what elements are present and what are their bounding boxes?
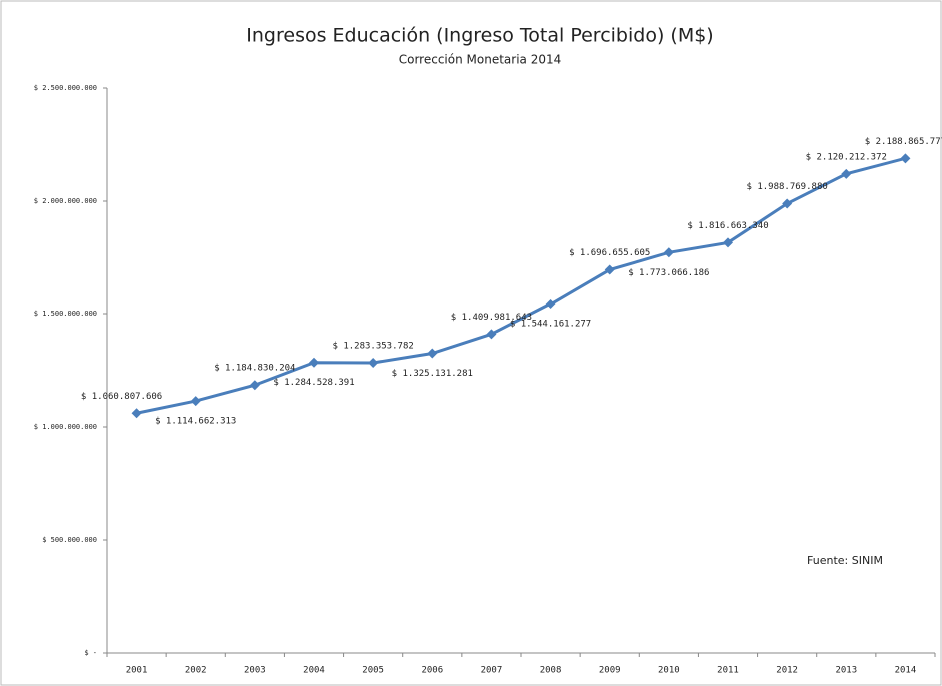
data-label: $ 1.114.662.313: [155, 417, 236, 427]
data-label: $ 1.988.769.880: [747, 182, 828, 192]
data-point: [604, 264, 615, 275]
data-label: $ 1.284.528.391: [273, 378, 354, 388]
x-tick-label: 2014: [895, 666, 917, 676]
x-tick-label: 2007: [481, 666, 503, 676]
data-label: $ 1.060.807.606: [81, 392, 162, 402]
data-point: [723, 237, 733, 248]
data-label: $ 1.184.830.204: [214, 364, 295, 374]
x-tick-label: 2004: [303, 666, 325, 676]
data-point: [249, 380, 260, 391]
data-label: $ 1.773.066.186: [628, 268, 709, 278]
y-tick-label: $ -: [84, 649, 97, 657]
data-point: [309, 357, 319, 368]
y-tick-label: $ 500.000.000: [42, 536, 97, 544]
x-tick-label: 2013: [835, 666, 857, 676]
y-tick-label: $ 1.500.000.000: [34, 310, 97, 318]
y-tick-label: $ 1.000.000.000: [34, 423, 97, 431]
x-tick-label: 2001: [126, 666, 148, 676]
data-label: $ 1.816.663.340: [687, 221, 768, 231]
data-point: [663, 247, 674, 258]
data-label: $ 2.188.865.777: [865, 137, 942, 147]
data-point: [427, 348, 438, 359]
data-point: [190, 396, 201, 407]
data-point: [545, 299, 556, 310]
data-label: $ 1.409.981.643: [451, 313, 532, 323]
x-tick-label: 2003: [244, 666, 266, 676]
x-tick-label: 2002: [185, 666, 207, 676]
data-label: $ 1.325.131.281: [392, 369, 473, 379]
data-point: [841, 168, 852, 179]
x-tick-label: 2008: [540, 666, 562, 676]
data-label: $ 1.696.655.605: [569, 248, 650, 258]
x-tick-label: 2010: [658, 666, 680, 676]
data-point: [900, 153, 911, 164]
y-tick-label: $ 2.500.000.000: [34, 84, 97, 92]
data-label: $ 2.120.212.372: [806, 152, 887, 162]
chart-subtitle: Corrección Monetaria 2014: [399, 53, 562, 67]
x-tick-label: 2009: [599, 666, 621, 676]
x-tick-label: 2005: [362, 666, 384, 676]
data-label: $ 1.544.161.277: [510, 320, 591, 330]
chart-title: Ingresos Educación (Ingreso Total Percib…: [246, 25, 713, 47]
x-tick-label: 2011: [717, 666, 739, 676]
x-tick-label: 2006: [421, 666, 443, 676]
x-tick-label: 2012: [776, 666, 798, 676]
data-point: [486, 329, 497, 340]
data-point: [782, 198, 793, 209]
y-tick-label: $ 2.000.000.000: [34, 197, 97, 205]
source-note: Fuente: SINIM: [807, 554, 883, 567]
data-point: [368, 357, 379, 368]
data-point: [131, 408, 142, 419]
data-label: $ 1.283.353.782: [333, 341, 414, 351]
data-line: [136, 156, 906, 415]
